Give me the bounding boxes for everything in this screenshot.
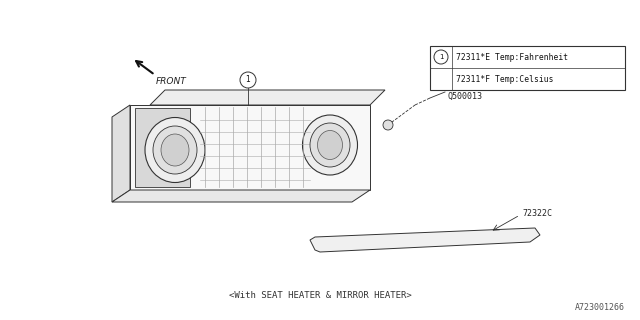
Text: <With SEAT HEATER & MIRROR HEATER>: <With SEAT HEATER & MIRROR HEATER> [228, 291, 412, 300]
Polygon shape [150, 90, 385, 105]
Polygon shape [130, 105, 370, 190]
Polygon shape [112, 105, 130, 202]
Polygon shape [310, 228, 540, 252]
Ellipse shape [310, 123, 350, 167]
Text: 1: 1 [439, 54, 444, 60]
Text: 72311*F Temp:Celsius: 72311*F Temp:Celsius [456, 75, 554, 84]
Ellipse shape [145, 117, 205, 182]
Text: A723001266: A723001266 [575, 303, 625, 312]
Ellipse shape [303, 115, 358, 175]
Ellipse shape [317, 131, 342, 159]
Circle shape [383, 120, 393, 130]
Ellipse shape [161, 134, 189, 166]
Circle shape [434, 50, 448, 64]
Polygon shape [112, 190, 370, 202]
Text: 1: 1 [246, 76, 250, 84]
Text: 72322C: 72322C [522, 209, 552, 218]
Polygon shape [135, 108, 190, 187]
Circle shape [240, 72, 256, 88]
Text: 72311*E Temp:Fahrenheit: 72311*E Temp:Fahrenheit [456, 52, 568, 61]
Text: Q500013: Q500013 [447, 92, 482, 100]
Bar [430, 46, 625, 90]
Ellipse shape [153, 126, 197, 174]
Text: FRONT: FRONT [156, 77, 187, 86]
